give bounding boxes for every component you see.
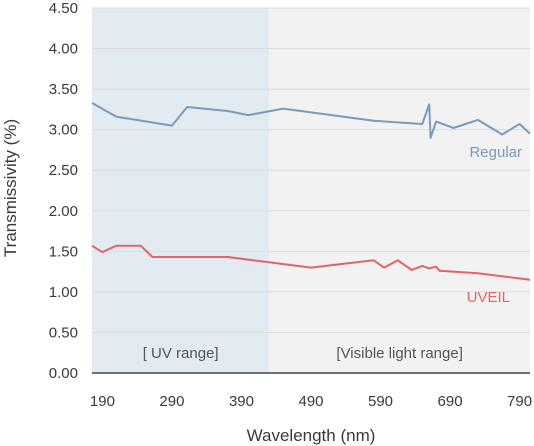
y-tick-label: 2.50	[49, 162, 78, 179]
series-labels: Regular UVEIL	[467, 144, 522, 306]
x-tick-label: 690	[438, 393, 463, 410]
y-axis-ticks: 0.00 0.50 1.00 1.50 2.00 2.50 3.00 3.50 4.00 4.50	[49, 0, 78, 382]
x-tick-label: 590	[368, 393, 393, 410]
region-band-0	[92, 8, 270, 373]
x-tick-label: 390	[229, 393, 254, 410]
y-tick-label: 0.00	[49, 365, 78, 382]
y-tick-label: 3.00	[49, 122, 78, 139]
region-band-1	[269, 8, 530, 373]
y-tick-label: 4.00	[49, 41, 78, 58]
series-lines	[91, 102, 531, 281]
y-tick-label: 2.00	[49, 203, 78, 220]
series-label-uveil: UVEIL	[467, 289, 510, 306]
region-label-0: [ UV range]	[143, 345, 219, 362]
y-axis-title: Transmissivity (%)	[1, 119, 20, 257]
x-tick-label: 190	[90, 393, 115, 410]
x-axis-title: Wavelength (nm)	[247, 426, 376, 445]
region-label-1: [Visible light range]	[336, 345, 462, 362]
x-tick-label: 290	[159, 393, 184, 410]
series-line-uveil	[91, 244, 531, 281]
series-line-regular	[91, 102, 531, 139]
gridlines	[92, 7, 530, 374]
y-tick-label: 3.50	[49, 81, 78, 98]
region-labels: [ UV range] [Visible light range]	[143, 345, 463, 362]
x-axis-ticks: 190 290 390 490 590 690 790	[90, 393, 532, 410]
y-tick-label: 1.50	[49, 243, 78, 260]
x-tick-label: 790	[507, 393, 532, 410]
y-tick-label: 1.00	[49, 284, 78, 301]
y-tick-label: 4.50	[49, 0, 78, 17]
x-tick-label: 490	[298, 393, 323, 410]
background-regions	[92, 8, 530, 373]
y-tick-label: 0.50	[49, 324, 78, 341]
series-label-regular: Regular	[469, 144, 522, 161]
